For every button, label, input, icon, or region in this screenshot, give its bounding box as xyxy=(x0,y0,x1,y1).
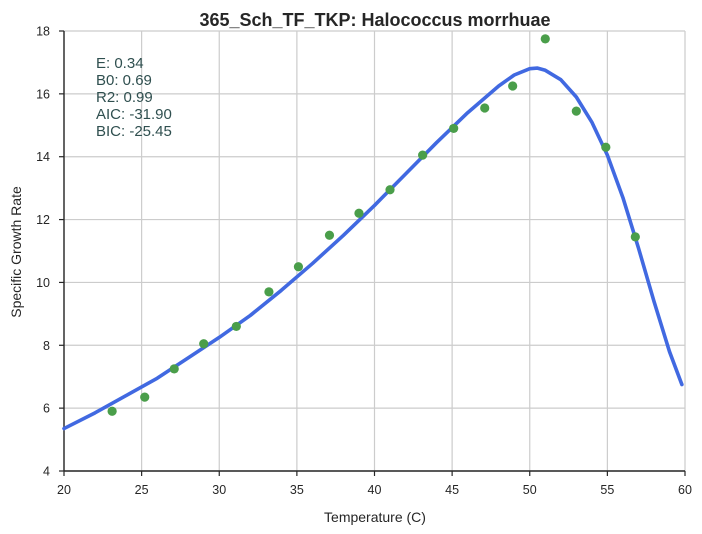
stat-aic: AIC: -31.90 xyxy=(96,106,172,123)
data-point xyxy=(140,392,150,402)
data-point xyxy=(480,103,490,113)
data-point xyxy=(199,339,209,349)
data-point xyxy=(601,142,611,152)
data-point xyxy=(571,106,581,116)
data-point xyxy=(508,81,518,91)
y-tick-label: 12 xyxy=(36,213,50,227)
data-point xyxy=(169,364,179,374)
x-tick-label: 45 xyxy=(445,483,459,497)
chart-title: 365_Sch_TF_TKP: Halococcus morrhuae xyxy=(199,10,550,30)
y-tick-label: 16 xyxy=(36,87,50,101)
x-tick-label: 20 xyxy=(57,483,71,497)
y-tick-label: 10 xyxy=(36,276,50,290)
data-point xyxy=(324,230,335,240)
data-point xyxy=(385,185,395,195)
y-tick-label: 18 xyxy=(36,25,50,39)
data-points-layer xyxy=(107,34,640,416)
stat-r2: R2: 0.99 xyxy=(96,89,153,106)
x-tick-label: 40 xyxy=(368,483,382,497)
stat-e: E: 0.34 xyxy=(96,55,144,72)
stat-bic: BIC: -25.45 xyxy=(96,123,172,140)
data-point xyxy=(354,208,364,218)
x-tick-label: 35 xyxy=(290,483,304,497)
stat-b0: B0: 0.69 xyxy=(96,72,152,89)
data-point xyxy=(630,232,640,242)
x-axis-ticks: 20 25 30 35 40 45 50 55 60 xyxy=(57,471,692,497)
x-tick-label: 50 xyxy=(523,483,537,497)
data-point xyxy=(231,321,241,332)
y-axis-label: Specific Growth Rate xyxy=(8,186,24,318)
y-tick-label: 6 xyxy=(43,402,50,416)
data-point xyxy=(293,262,304,272)
fit-statistics: E: 0.34 B0: 0.69 R2: 0.99 AIC: -31.90 BI… xyxy=(96,55,172,140)
data-point xyxy=(540,34,550,44)
y-tick-label: 8 xyxy=(43,339,50,353)
x-tick-label: 55 xyxy=(600,483,614,497)
x-tick-label: 30 xyxy=(212,483,226,497)
x-tick-label: 25 xyxy=(135,483,149,497)
y-tick-label: 4 xyxy=(43,465,50,479)
data-point xyxy=(107,406,117,416)
x-tick-label: 60 xyxy=(678,483,692,497)
x-axis-label: Temperature (C) xyxy=(324,509,426,525)
data-point xyxy=(418,150,428,160)
y-axis-ticks: 4 6 8 10 12 14 16 18 xyxy=(36,25,64,479)
grid xyxy=(63,30,686,472)
y-tick-label: 14 xyxy=(36,150,50,164)
data-point xyxy=(264,287,274,297)
data-point xyxy=(449,123,459,134)
